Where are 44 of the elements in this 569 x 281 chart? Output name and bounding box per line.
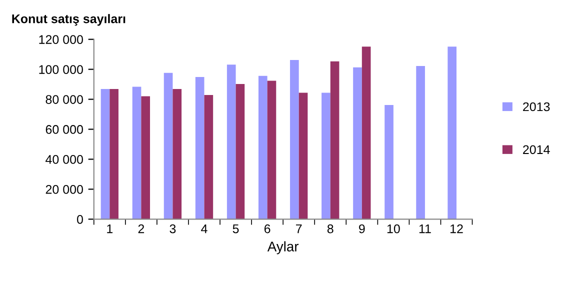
bar — [384, 104, 394, 220]
y-tick-label: 80 000 — [46, 95, 83, 104]
bar — [110, 88, 118, 220]
bar — [100, 88, 110, 220]
bar — [267, 80, 276, 220]
x-tick-label: 2 — [138, 224, 144, 234]
x-tick-label: 5 — [232, 224, 239, 234]
bar — [172, 88, 182, 220]
bar — [330, 61, 340, 220]
bar — [226, 64, 236, 220]
x-tick-label: 3 — [170, 224, 176, 234]
bar — [298, 92, 308, 220]
x-tick-label: 10 — [387, 224, 400, 234]
x-tick-label: 8 — [327, 224, 334, 234]
bar — [416, 66, 425, 220]
bar — [322, 92, 330, 220]
bar — [236, 84, 245, 220]
x-tick-label: 1 — [107, 224, 113, 234]
bar — [132, 86, 142, 220]
bar — [164, 72, 173, 220]
y-tick-label: 120 000 — [39, 35, 83, 44]
bar — [195, 76, 204, 220]
bar — [204, 94, 214, 220]
y-tick-label: 40 000 — [46, 155, 83, 164]
bar — [362, 46, 371, 220]
x-tick-label: 4 — [201, 224, 208, 234]
chart-title: Konut satış sayıları — [12, 14, 126, 26]
y-tick-label: 0 — [77, 214, 83, 224]
legend-label: 2014 — [523, 145, 550, 154]
x-tick-label: 7 — [296, 224, 302, 234]
bar — [353, 67, 362, 220]
y-tick-label: 20 000 — [46, 185, 83, 194]
x-tick-label: 6 — [264, 224, 270, 234]
y-tick-label: 100 000 — [39, 65, 83, 74]
legend-label: 2013 — [523, 102, 550, 112]
x-tick-label: 11 — [419, 224, 431, 234]
bar — [258, 76, 268, 220]
x-tick-label: 9 — [359, 224, 365, 234]
y-tick-label: 60 000 — [46, 125, 83, 134]
bar — [290, 60, 299, 220]
bar — [448, 46, 457, 220]
x-axis-title: Aylar — [267, 241, 299, 254]
bar — [141, 96, 150, 220]
x-tick-label: 12 — [450, 224, 463, 234]
